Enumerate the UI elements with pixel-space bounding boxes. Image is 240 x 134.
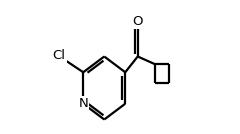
Text: Cl: Cl xyxy=(53,49,66,62)
Text: O: O xyxy=(132,15,143,28)
Text: N: N xyxy=(78,97,88,110)
